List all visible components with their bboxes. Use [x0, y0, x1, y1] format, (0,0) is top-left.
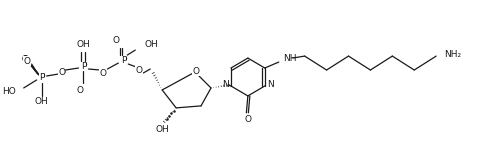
Text: P: P [81, 62, 86, 71]
Text: P: P [81, 62, 86, 71]
Text: P: P [121, 56, 126, 65]
Text: N: N [222, 80, 228, 90]
Text: O: O [244, 115, 251, 124]
Text: O: O [113, 36, 120, 45]
Text: O: O [58, 67, 65, 76]
Text: NH₂: NH₂ [443, 50, 460, 59]
Text: OH: OH [144, 40, 158, 49]
Text: O: O [21, 55, 28, 64]
Text: OH: OH [35, 97, 48, 106]
Text: HO: HO [2, 87, 15, 96]
Text: O: O [58, 67, 65, 76]
Text: N: N [266, 80, 273, 90]
Text: O: O [100, 69, 106, 78]
Text: OH: OH [76, 40, 90, 49]
Text: O: O [23, 57, 30, 66]
Text: O: O [192, 67, 199, 76]
Text: NH: NH [282, 54, 296, 63]
Text: O: O [136, 66, 142, 74]
Text: O: O [192, 67, 199, 76]
Text: O: O [21, 55, 28, 64]
Text: P: P [39, 74, 44, 83]
Text: O: O [77, 86, 84, 95]
Text: O: O [136, 66, 142, 74]
Text: O: O [100, 69, 106, 78]
Text: P: P [121, 56, 126, 65]
Text: OH: OH [76, 40, 90, 49]
Text: OH: OH [155, 125, 169, 134]
Text: P: P [39, 74, 44, 83]
